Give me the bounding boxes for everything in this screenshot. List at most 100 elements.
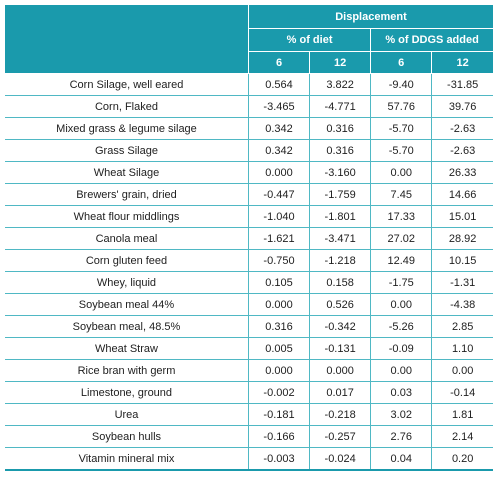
value-cell: -1.218 [309, 249, 371, 272]
value-cell: 1.81 [431, 403, 493, 426]
value-cell: 0.000 [309, 359, 371, 382]
feed-name-cell: Vitamin mineral mix [5, 447, 249, 471]
value-cell: -0.131 [309, 337, 371, 360]
table-row: Grass Silage 0.342 0.316 -5.70 -2.63 [5, 139, 493, 162]
feed-name-cell: Corn gluten feed [5, 249, 249, 272]
value-cell: 26.33 [431, 161, 493, 184]
value-cell: 0.20 [431, 447, 493, 471]
feed-name-cell: Corn, Flaked [5, 95, 249, 118]
value-cell: -1.621 [247, 227, 310, 250]
value-cell: 27.02 [370, 227, 432, 250]
table-row: Wheat flour middlings -1.040 -1.801 17.33 15… [5, 205, 493, 228]
value-cell: 14.66 [431, 183, 493, 206]
feed-name-cell: Wheat Straw [5, 337, 249, 360]
value-cell: 17.33 [370, 205, 432, 228]
value-cell: 0.00 [370, 293, 432, 316]
value-cell: 0.000 [247, 293, 310, 316]
value-cell: -0.166 [247, 425, 310, 448]
value-cell: 0.03 [370, 381, 432, 404]
value-cell: 0.04 [370, 447, 432, 471]
table-row: Vitamin mineral mix -0.003 -0.024 0.04 0.20 [5, 447, 493, 471]
value-cell: -0.14 [431, 381, 493, 404]
feed-name-cell: Mixed grass & legume silage [5, 117, 249, 140]
value-cell: 0.158 [309, 271, 371, 294]
feed-name-cell: Limestone, ground [5, 381, 249, 404]
value-cell: -0.09 [370, 337, 432, 360]
feed-name-cell: Brewers' grain, dried [5, 183, 249, 206]
value-cell: 0.316 [309, 117, 371, 140]
value-cell: -2.63 [431, 139, 493, 162]
value-cell: 39.76 [431, 95, 493, 118]
table-row: Soybean meal, 48.5% 0.316 -0.342 -5.26 2.85 [5, 315, 493, 338]
value-cell: -0.002 [247, 381, 310, 404]
value-cell: 57.76 [370, 95, 432, 118]
table-row: Canola meal -1.621 -3.471 27.02 28.92 [5, 227, 493, 250]
value-cell: -0.750 [247, 249, 310, 272]
value-cell: 0.00 [370, 359, 432, 382]
value-cell: 2.14 [431, 425, 493, 448]
table-row: Limestone, ground -0.002 0.017 0.03 -0.14 [5, 381, 493, 404]
value-cell: 0.316 [309, 139, 371, 162]
value-cell: 0.00 [370, 161, 432, 184]
table-row: Rice bran with germ 0.000 0.000 0.00 0.00 [5, 359, 493, 382]
table-header: Displacement % of diet % of DDGS added 6… [5, 5, 493, 74]
value-cell: -9.40 [370, 73, 432, 96]
feed-name-cell: Grass Silage [5, 139, 249, 162]
feed-name-cell: Whey, liquid [5, 271, 249, 294]
value-cell: 0.005 [247, 337, 310, 360]
table-row: Corn gluten feed -0.750 -1.218 12.49 10.15 [5, 249, 493, 272]
feed-name-cell: Soybean meal, 48.5% [5, 315, 249, 338]
value-cell: 1.10 [431, 337, 493, 360]
table-row: Corn Silage, well eared 0.564 3.822 -9.40 -3… [5, 73, 493, 96]
value-cell: -0.447 [247, 183, 310, 206]
value-cell: -2.63 [431, 117, 493, 140]
value-cell: 0.342 [247, 139, 310, 162]
value-cell: -4.771 [309, 95, 371, 118]
value-cell: 0.526 [309, 293, 371, 316]
level-header: 6 [247, 51, 310, 74]
value-cell: -0.218 [309, 403, 371, 426]
level-header: 12 [431, 51, 493, 74]
value-cell: 0.000 [247, 161, 310, 184]
value-cell: 15.01 [431, 205, 493, 228]
value-cell: -1.040 [247, 205, 310, 228]
value-cell: 3.02 [370, 403, 432, 426]
level-header: 6 [370, 51, 432, 74]
value-cell: 0.564 [247, 73, 310, 96]
value-cell: 0.000 [247, 359, 310, 382]
value-cell: -1.75 [370, 271, 432, 294]
feed-name-cell: Rice bran with germ [5, 359, 249, 382]
table-row: Corn, Flaked -3.465 -4.771 57.76 39.76 [5, 95, 493, 118]
value-cell: 7.45 [370, 183, 432, 206]
table-row: Mixed grass & legume silage 0.342 0.316 -5.… [5, 117, 493, 140]
table-row: Wheat Straw 0.005 -0.131 -0.09 1.10 [5, 337, 493, 360]
value-cell: -0.257 [309, 425, 371, 448]
table-row: Soybean meal 44% 0.000 0.526 0.00 -4.38 [5, 293, 493, 316]
value-cell: -1.759 [309, 183, 371, 206]
feed-name-cell: Soybean meal 44% [5, 293, 249, 316]
value-cell: 2.76 [370, 425, 432, 448]
value-cell: 0.00 [431, 359, 493, 382]
feed-name-cell: Canola meal [5, 227, 249, 250]
value-cell: -5.26 [370, 315, 432, 338]
value-cell: -0.003 [247, 447, 310, 471]
value-cell: 2.85 [431, 315, 493, 338]
value-cell: -5.70 [370, 139, 432, 162]
value-cell: -0.181 [247, 403, 310, 426]
table-row: Whey, liquid 0.105 0.158 -1.75 -1.31 [5, 271, 493, 294]
table-row: Soybean hulls -0.166 -0.257 2.76 2.14 [5, 425, 493, 448]
value-cell: -5.70 [370, 117, 432, 140]
table-row: Urea -0.181 -0.218 3.02 1.81 [5, 403, 493, 426]
value-cell: -3.465 [247, 95, 310, 118]
table-body: Corn Silage, well eared 0.564 3.822 -9.40 -3… [5, 73, 493, 471]
displacement-table-container: Displacement % of diet % of DDGS added 6… [5, 5, 493, 471]
value-cell: 0.105 [247, 271, 310, 294]
value-cell: 12.49 [370, 249, 432, 272]
value-cell: 0.316 [247, 315, 310, 338]
feed-name-cell: Wheat flour middlings [5, 205, 249, 228]
value-cell: -4.38 [431, 293, 493, 316]
level-header: 12 [309, 51, 371, 74]
feed-name-cell: Wheat Silage [5, 161, 249, 184]
value-cell: -0.024 [309, 447, 371, 471]
value-cell: 10.15 [431, 249, 493, 272]
